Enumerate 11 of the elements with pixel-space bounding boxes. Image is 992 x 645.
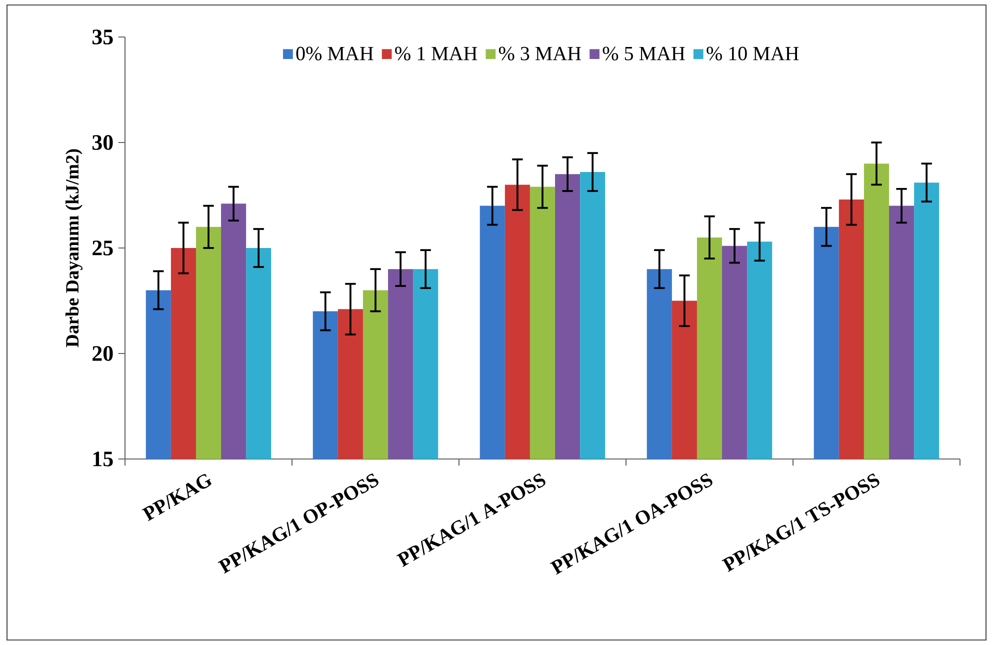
y-tick-label: 35 — [92, 30, 113, 44]
y-axis-title: Darbe Dayanımı (kJ/m2) — [65, 149, 82, 348]
legend-label: % 1 MAH — [395, 46, 478, 60]
y-tick-label: 20 — [92, 346, 113, 361]
y-tick-label: 30 — [92, 135, 113, 150]
legend-label: % 10 MAH — [706, 46, 799, 60]
legend-label: % 3 MAH — [498, 46, 581, 60]
legend-label: 0% MAH — [296, 46, 374, 60]
y-tick-label: 25 — [92, 240, 113, 256]
legend-label: % 5 MAH — [602, 46, 685, 60]
y-tick-label: 15 — [93, 452, 113, 466]
